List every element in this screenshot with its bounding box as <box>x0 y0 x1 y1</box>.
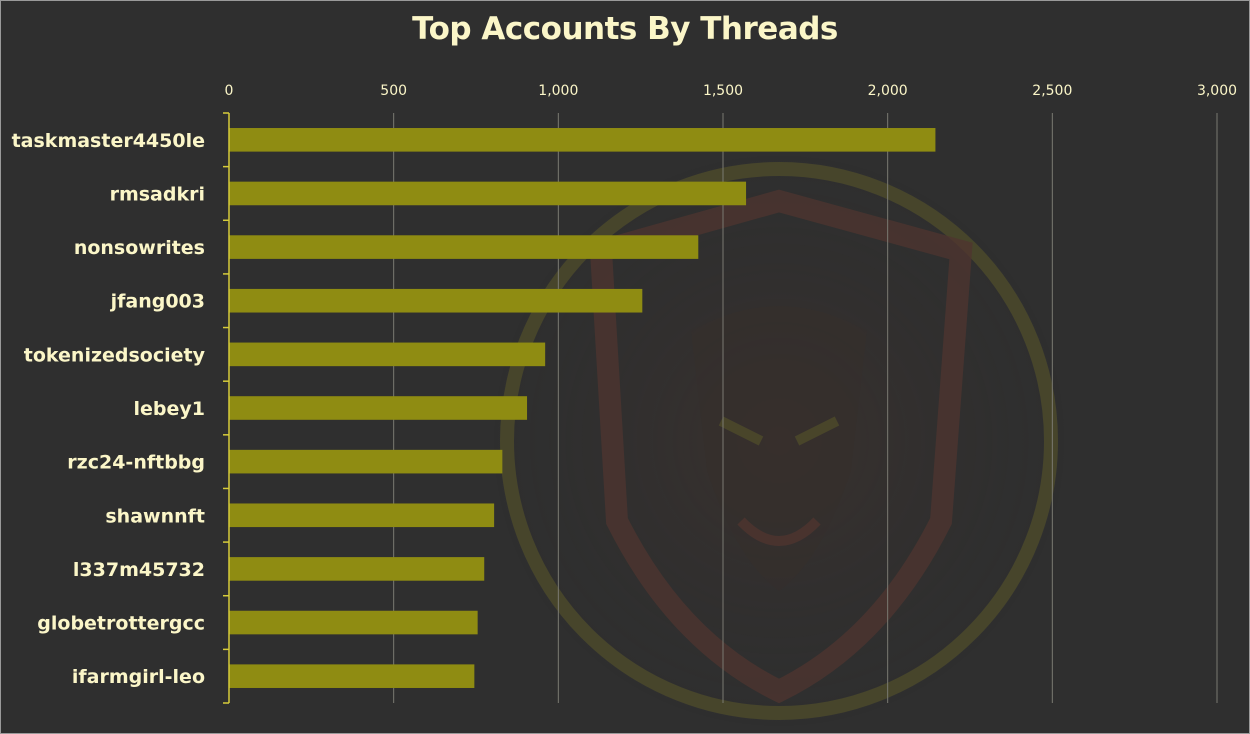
bar <box>229 449 503 474</box>
chart-title: Top Accounts By Threads <box>412 11 838 47</box>
y-category-label: rmsadkri <box>110 183 205 205</box>
x-tick-label: 0 <box>225 83 234 99</box>
bar <box>229 342 546 367</box>
bars <box>229 128 936 688</box>
x-tick-label: 2,500 <box>1032 83 1072 99</box>
bar <box>229 128 936 152</box>
x-tick-label: 1,000 <box>538 83 578 99</box>
y-category-label: ifarmgirl-leo <box>72 666 205 688</box>
y-category-label: rzc24-nftbbg <box>67 452 205 474</box>
x-axis-ticks: 0 500 1,000 1,500 2,000 2,500 3,000 <box>225 83 1238 99</box>
x-tick-label: 500 <box>380 83 407 99</box>
y-category-label: l337m45732 <box>73 559 205 581</box>
bar <box>229 503 495 528</box>
bar <box>229 557 485 581</box>
bar <box>229 610 478 635</box>
x-tick-label: 1,500 <box>703 83 743 99</box>
bar <box>229 288 643 313</box>
bar <box>229 396 528 420</box>
bar <box>229 235 699 259</box>
bar <box>229 181 747 206</box>
y-category-label: lebey1 <box>134 398 206 420</box>
bar <box>229 664 475 688</box>
y-category-label: globetrottergcc <box>37 613 205 635</box>
y-axis-labels: taskmaster4450le rmsadkri nonsowrites jfang… <box>12 130 206 688</box>
y-axis <box>223 112 230 704</box>
y-category-label: nonsowrites <box>74 237 205 259</box>
y-category-label: tokenizedsociety <box>24 344 206 366</box>
y-category-label: shawnnft <box>105 505 205 527</box>
x-tick-label: 2,000 <box>868 83 908 99</box>
y-category-label: taskmaster4450le <box>12 130 205 152</box>
y-category-label: jfang003 <box>110 291 205 313</box>
gridlines <box>393 113 1218 703</box>
x-tick-label: 3,000 <box>1197 83 1237 99</box>
